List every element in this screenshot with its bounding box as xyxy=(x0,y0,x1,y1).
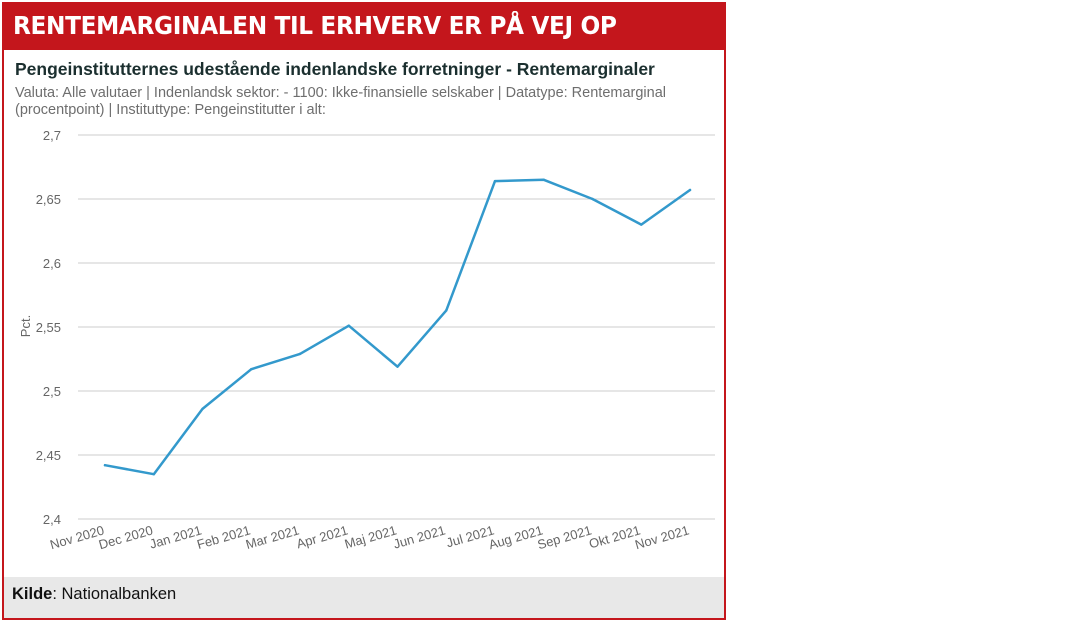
y-tick-label: 2,55 xyxy=(36,320,61,335)
x-tick-label: Jun 2021 xyxy=(392,522,448,551)
x-tick-label: Nov 2021 xyxy=(633,522,691,552)
x-tick-label: Dec 2020 xyxy=(97,522,155,552)
data-point xyxy=(396,365,399,368)
line-chart: 2,4 2,45 2,5 2,55 2,6 2,65 2,7 Pct. Nov 2020De… xyxy=(18,128,715,552)
data-point xyxy=(542,178,545,181)
y-tick-label: 2,65 xyxy=(36,192,61,207)
data-point xyxy=(201,407,204,411)
source-footer: Kilde: Nationalbanken xyxy=(4,577,724,618)
headline-title: RENTEMARGINALEN TIL ERHVERV ER PÅ VEJ OP xyxy=(13,11,617,40)
x-tick-label: Sep 2021 xyxy=(536,522,594,552)
data-point xyxy=(493,179,497,183)
x-tick-label: Mar 2021 xyxy=(244,522,301,552)
y-tick-label: 2,4 xyxy=(43,512,61,527)
data-point xyxy=(688,188,692,192)
data-point xyxy=(152,473,155,476)
data-point xyxy=(103,464,107,467)
chart-card: RENTEMARGINALEN TIL ERHVERV ER PÅ VEJ OP… xyxy=(2,2,726,620)
data-point xyxy=(298,352,302,356)
y-tick-label: 2,45 xyxy=(36,448,61,463)
source-name: Nationalbanken xyxy=(61,585,177,603)
y-tick-label: 2,6 xyxy=(43,256,61,271)
source-label: Kilde xyxy=(12,585,53,603)
series-layer xyxy=(103,178,692,476)
x-tick-label: Maj 2021 xyxy=(343,522,399,551)
y-axis-label: Pct. xyxy=(18,315,33,337)
source-text: Kilde: Nationalbanken xyxy=(12,585,176,604)
chart-title: Pengeinstitutternes udestående indenland… xyxy=(15,59,655,79)
data-point xyxy=(640,223,643,226)
y-tick-labels: 2,4 2,45 2,5 2,55 2,6 2,65 2,7 xyxy=(36,128,61,527)
grid-lines xyxy=(78,134,715,520)
data-point xyxy=(591,197,594,201)
y-tick-label: 2,7 xyxy=(43,128,61,143)
x-tick-label: Apr 2021 xyxy=(295,522,350,551)
data-point xyxy=(445,309,448,312)
source-separator: : xyxy=(52,585,62,603)
headline-banner: RENTEMARGINALEN TIL ERHVERV ER PÅ VEJ OP xyxy=(4,4,724,50)
chart-subtitle: Valuta: Alle valutaer | Indenlandsk sekt… xyxy=(15,85,666,118)
data-point xyxy=(347,324,350,327)
data-point xyxy=(250,368,253,371)
y-tick-label: 2,5 xyxy=(43,384,61,399)
